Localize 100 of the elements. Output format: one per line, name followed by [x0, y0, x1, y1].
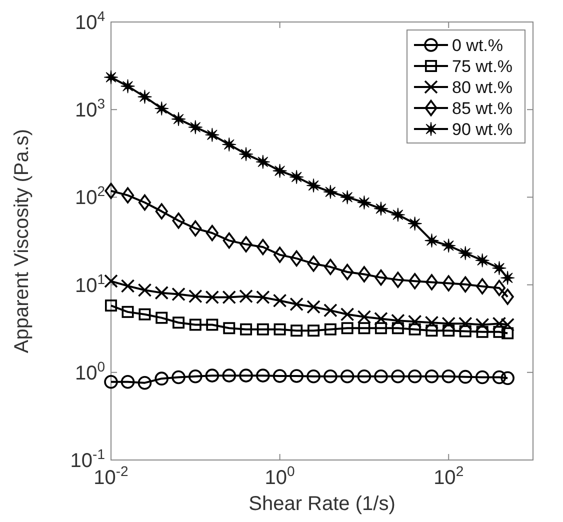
point: [121, 187, 134, 204]
point: [138, 376, 152, 390]
y-tick-label: 10$^{4}$: [74, 8, 106, 34]
point: [222, 368, 236, 382]
point: [138, 194, 152, 211]
point: [358, 322, 370, 334]
point: [104, 274, 118, 288]
point: [408, 216, 422, 231]
point: [240, 236, 252, 252]
point: [239, 147, 254, 162]
y-axis-title: Apparent Viscosity (Pa.s): [11, 128, 33, 354]
point: [341, 264, 354, 280]
point: [324, 370, 338, 384]
point: [188, 370, 202, 384]
point: [256, 290, 270, 304]
point: [324, 323, 336, 336]
point: [155, 203, 168, 220]
point: [272, 294, 287, 308]
point: [459, 325, 472, 338]
point: [205, 290, 220, 304]
x-axis-title: Shear Rate (1/s): [248, 493, 396, 515]
point: [424, 316, 439, 330]
point: [306, 178, 321, 192]
point: [188, 120, 202, 134]
point: [475, 370, 490, 384]
point: [458, 316, 472, 331]
point: [120, 279, 135, 293]
point: [256, 154, 270, 169]
point: [120, 374, 135, 389]
point: [256, 368, 270, 382]
point: [105, 300, 117, 312]
point: [172, 112, 186, 126]
point: [442, 238, 456, 253]
point: [206, 318, 218, 331]
point: [324, 258, 337, 276]
point: [442, 370, 456, 384]
point: [205, 368, 220, 382]
point: [290, 324, 303, 337]
point: [188, 289, 202, 304]
point: [154, 286, 169, 300]
point: [374, 370, 388, 384]
legend-label: 80 wt.%: [452, 78, 512, 97]
point: [374, 202, 388, 216]
point: [104, 182, 118, 200]
point: [138, 283, 152, 297]
point: [357, 370, 372, 384]
point: [172, 287, 186, 302]
point: [476, 326, 488, 338]
point: [274, 323, 286, 336]
legend-label: 75 wt.%: [452, 57, 512, 76]
point: [240, 323, 252, 336]
legend-label: 0 wt.%: [452, 36, 504, 55]
point: [306, 300, 320, 314]
point: [205, 128, 220, 142]
point: [189, 318, 202, 331]
point: [476, 278, 489, 294]
point: [239, 368, 253, 382]
x-tick-label: 10$^{2}$: [434, 463, 464, 489]
point: [239, 289, 253, 304]
point: [256, 238, 270, 256]
point: [290, 170, 304, 184]
point: [391, 370, 405, 384]
point: [306, 370, 320, 384]
point: [458, 246, 472, 260]
point: [408, 323, 421, 336]
legend-label: 90 wt.%: [452, 120, 512, 139]
point: [374, 322, 387, 334]
point: [172, 316, 185, 329]
point: [223, 322, 236, 334]
point: [391, 314, 405, 328]
point: [324, 304, 338, 318]
point: [154, 101, 169, 116]
point: [340, 190, 354, 204]
point: [222, 290, 236, 304]
point: [323, 184, 338, 199]
point: [290, 250, 303, 267]
point: [408, 273, 422, 290]
point: [272, 369, 287, 383]
point: [475, 318, 490, 332]
point: [492, 261, 506, 276]
x-tick-label: 10$^{-2}$: [94, 463, 129, 489]
y-tick-label: 10$^{3}$: [74, 96, 106, 122]
point: [357, 310, 372, 324]
point: [442, 316, 456, 331]
point: [120, 79, 135, 94]
point: [392, 272, 404, 288]
point: [374, 312, 388, 326]
point: [492, 370, 506, 384]
point: [222, 137, 236, 152]
point: [493, 326, 506, 338]
point: [408, 370, 422, 384]
point: [156, 312, 168, 324]
point: [390, 208, 405, 222]
y-tick-label: 10$^{1}$: [74, 270, 106, 297]
point: [458, 370, 472, 384]
point: [357, 196, 372, 210]
point: [290, 297, 304, 312]
point: [392, 322, 404, 334]
point: [172, 212, 185, 229]
point: [424, 370, 439, 384]
